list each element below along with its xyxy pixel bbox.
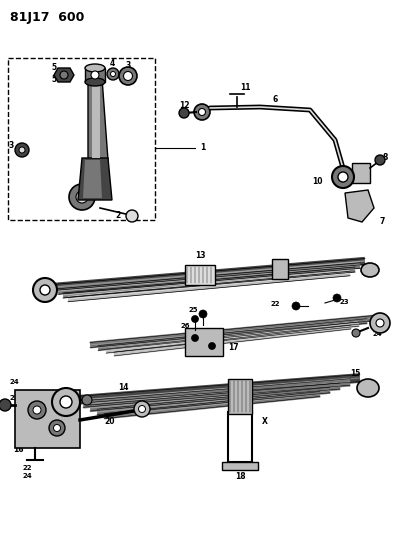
Circle shape [191, 316, 199, 322]
Circle shape [338, 172, 348, 182]
Text: 1: 1 [200, 143, 205, 152]
Text: 23: 23 [340, 299, 349, 305]
Text: 16: 16 [13, 446, 24, 455]
Text: 5: 5 [52, 76, 57, 85]
Text: 22: 22 [271, 301, 280, 307]
Text: 3: 3 [9, 141, 14, 149]
Circle shape [199, 109, 206, 116]
Text: 4: 4 [110, 60, 115, 69]
Circle shape [375, 155, 385, 165]
Text: 15: 15 [350, 369, 361, 378]
Text: 24: 24 [23, 473, 33, 479]
Text: 11: 11 [240, 84, 251, 93]
Text: 5: 5 [52, 63, 57, 72]
Text: 24: 24 [373, 331, 383, 337]
Circle shape [33, 278, 57, 302]
Text: 10: 10 [312, 177, 323, 187]
Circle shape [199, 310, 207, 318]
Circle shape [91, 71, 99, 79]
Polygon shape [92, 80, 100, 158]
Bar [272, 259, 288, 279]
Polygon shape [78, 158, 112, 200]
Circle shape [52, 388, 80, 416]
Circle shape [352, 329, 360, 337]
Circle shape [60, 396, 72, 408]
Text: 20: 20 [105, 417, 115, 426]
Circle shape [54, 424, 61, 432]
Text: 17: 17 [228, 343, 239, 352]
Circle shape [370, 313, 390, 333]
Circle shape [110, 71, 115, 77]
Text: 8: 8 [383, 152, 388, 161]
Circle shape [191, 335, 199, 342]
Polygon shape [88, 78, 108, 160]
Text: 21: 21 [373, 323, 383, 329]
Circle shape [33, 406, 41, 414]
Bar [352, 163, 370, 183]
Circle shape [15, 143, 29, 157]
Text: 22: 22 [10, 395, 19, 401]
Circle shape [69, 184, 95, 210]
Circle shape [107, 68, 119, 80]
Polygon shape [345, 190, 374, 222]
Circle shape [333, 294, 341, 302]
Text: 3: 3 [125, 61, 131, 69]
Circle shape [194, 104, 210, 120]
Text: 6: 6 [272, 95, 278, 104]
Ellipse shape [361, 263, 379, 277]
Text: 13: 13 [195, 251, 206, 260]
Ellipse shape [85, 64, 105, 72]
Polygon shape [54, 68, 74, 82]
Text: 2: 2 [115, 211, 121, 220]
Circle shape [126, 210, 138, 222]
Text: 10: 10 [335, 177, 346, 187]
Circle shape [28, 401, 46, 419]
Circle shape [134, 401, 150, 417]
Text: X: X [262, 417, 268, 426]
Text: 14: 14 [118, 384, 128, 392]
Circle shape [82, 395, 92, 405]
Polygon shape [83, 160, 102, 198]
Circle shape [0, 399, 11, 411]
Text: 12: 12 [180, 101, 190, 109]
Circle shape [19, 147, 25, 153]
Circle shape [60, 71, 68, 79]
Circle shape [139, 406, 145, 413]
Bar [185, 265, 215, 285]
Ellipse shape [85, 78, 105, 86]
Text: 25: 25 [188, 307, 198, 313]
Circle shape [376, 319, 384, 327]
Text: 24: 24 [10, 379, 20, 385]
Bar [228, 379, 252, 414]
Circle shape [49, 420, 65, 436]
Circle shape [123, 71, 132, 80]
Text: 26: 26 [180, 323, 190, 329]
Bar [15, 390, 80, 448]
Circle shape [292, 302, 300, 310]
Circle shape [332, 166, 354, 188]
Bar [185, 328, 223, 356]
Text: 7: 7 [380, 217, 385, 227]
Circle shape [179, 108, 189, 118]
Text: 18: 18 [235, 472, 245, 481]
Text: 22: 22 [23, 465, 32, 471]
Circle shape [208, 343, 216, 350]
Text: 19: 19 [43, 430, 54, 439]
Circle shape [40, 285, 50, 295]
Ellipse shape [357, 379, 379, 397]
Bar [85, 68, 105, 82]
Text: 81J17  600: 81J17 600 [10, 12, 84, 25]
Bar [222, 462, 258, 470]
Circle shape [119, 67, 137, 85]
Circle shape [76, 191, 88, 203]
